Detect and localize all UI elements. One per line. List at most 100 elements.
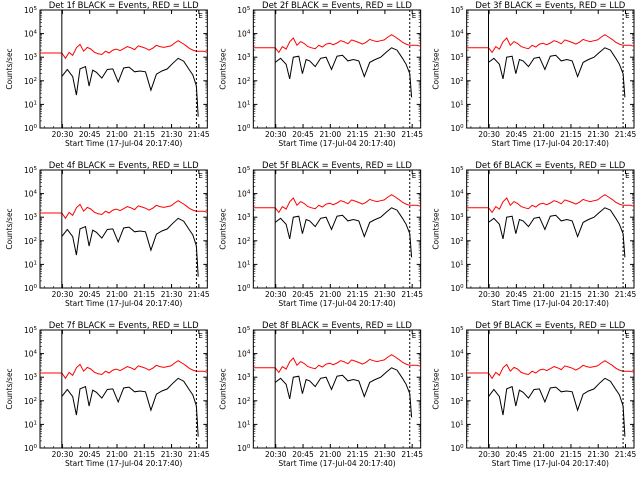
y-tick-label: 103 xyxy=(24,213,38,222)
lld-series-line xyxy=(253,354,421,374)
y-tick-label: 102 xyxy=(24,237,37,246)
panel-4: Det 4f BLACK = Events, RED = LLD 100 101 10… xyxy=(5,161,210,308)
panel-2: Det 2f BLACK = Events, RED = LLD 100 101 10… xyxy=(218,1,423,148)
chart-title: Det 8f BLACK = Events, RED = LLD xyxy=(262,321,412,331)
x-axis-label: Start Time (17-Jul-04 20:17:40) xyxy=(492,459,609,468)
x-tick-label: 21:15 xyxy=(347,130,369,139)
x-tick-label: 21:30 xyxy=(161,450,183,459)
time-marker-label: E xyxy=(625,12,629,20)
x-tick-label: 21:15 xyxy=(133,450,155,459)
x-tick-label: 21:30 xyxy=(587,130,609,139)
time-marker-label: E xyxy=(625,172,629,180)
y-tick-label: 103 xyxy=(24,373,38,382)
x-tick-label: 20:30 xyxy=(478,130,500,139)
x-axis-label: Start Time (17-Jul-04 20:17:40) xyxy=(65,459,182,468)
y-tick-label: 100 xyxy=(24,284,38,293)
chart-title: Det 5f BLACK = Events, RED = LLD xyxy=(262,161,412,171)
y-tick-label: 100 xyxy=(237,444,251,453)
x-tick-label: 21:00 xyxy=(320,290,342,299)
y-tick-label: 103 xyxy=(24,53,38,62)
x-tick-label: 21:45 xyxy=(401,290,423,299)
x-tick-label: 20:45 xyxy=(506,450,528,459)
x-tick-label: 20:30 xyxy=(52,130,74,139)
y-axis-label: Counts/sec xyxy=(218,208,227,249)
y-tick-label: 103 xyxy=(451,373,465,382)
x-tick-label: 21:30 xyxy=(161,130,183,139)
time-marker-label: E xyxy=(198,332,202,340)
x-axis-label: Start Time (17-Jul-04 20:17:40) xyxy=(278,299,395,308)
y-tick-label: 103 xyxy=(451,53,465,62)
y-tick-label: 105 xyxy=(237,6,251,15)
x-tick-label: 21:00 xyxy=(533,130,555,139)
panel-8: Det 8f BLACK = Events, RED = LLD 100 101 10… xyxy=(218,321,423,468)
y-tick-label: 105 xyxy=(451,326,465,335)
lld-series-line xyxy=(40,40,208,60)
x-tick-label: 21:45 xyxy=(401,450,423,459)
x-tick-label: 21:45 xyxy=(615,130,637,139)
time-marker-label: E xyxy=(198,12,202,20)
x-tick-label: 20:45 xyxy=(79,450,101,459)
x-tick-label: 21:45 xyxy=(615,450,637,459)
y-tick-label: 105 xyxy=(451,6,465,15)
events-series-line xyxy=(488,377,626,437)
y-tick-label: 105 xyxy=(451,166,465,175)
y-tick-label: 100 xyxy=(451,124,465,133)
time-marker-label: E xyxy=(412,172,416,180)
time-marker-label: E xyxy=(412,12,416,20)
y-tick-label: 105 xyxy=(24,326,38,335)
x-tick-label: 20:30 xyxy=(52,290,74,299)
plot-frame xyxy=(466,9,635,129)
x-tick-label: 21:00 xyxy=(106,130,128,139)
y-tick-label: 102 xyxy=(451,77,464,86)
x-tick-label: 20:45 xyxy=(79,130,101,139)
chart-title: Det 7f BLACK = Events, RED = LLD xyxy=(49,321,199,331)
y-tick-label: 101 xyxy=(237,260,250,269)
y-tick-label: 102 xyxy=(451,397,464,406)
events-series-line xyxy=(488,207,626,258)
x-tick-label: 21:00 xyxy=(320,450,342,459)
y-axis-label: Counts/sec xyxy=(432,368,441,409)
events-series-line xyxy=(61,57,199,117)
y-tick-label: 100 xyxy=(451,284,465,293)
x-tick-label: 21:15 xyxy=(560,130,582,139)
plot-frame xyxy=(39,169,208,289)
panel-7: Det 7f BLACK = Events, RED = LLD 100 101 10… xyxy=(5,321,210,468)
panel-6: Det 6f BLACK = Events, RED = LLD 100 101 10… xyxy=(432,161,637,308)
x-tick-label: 20:30 xyxy=(478,290,500,299)
y-tick-label: 100 xyxy=(24,444,38,453)
y-tick-label: 105 xyxy=(24,6,38,15)
y-axis-label: Counts/sec xyxy=(432,48,441,89)
y-axis-label: Counts/sec xyxy=(5,48,14,89)
x-axis-label: Start Time (17-Jul-04 20:17:40) xyxy=(278,459,395,468)
x-tick-label: 20:45 xyxy=(292,130,314,139)
x-tick-label: 21:00 xyxy=(106,450,128,459)
plot-frame xyxy=(252,329,422,449)
y-tick-label: 105 xyxy=(24,166,38,175)
y-tick-label: 101 xyxy=(237,420,250,429)
plot-frame xyxy=(252,169,422,289)
chart-title: Det 1f BLACK = Events, RED = LLD xyxy=(49,1,199,11)
x-tick-label: 21:30 xyxy=(587,290,609,299)
y-tick-label: 104 xyxy=(451,190,465,199)
y-axis-label: Counts/sec xyxy=(218,368,227,409)
chart-title: Det 6f BLACK = Events, RED = LLD xyxy=(475,161,625,171)
x-tick-label: 21:00 xyxy=(533,290,555,299)
y-tick-label: 104 xyxy=(451,350,465,359)
x-tick-label: 20:45 xyxy=(292,450,314,459)
events-series-line xyxy=(61,377,199,437)
panel-1: Det 1f BLACK = Events, RED = LLD 100 101 10… xyxy=(5,1,210,148)
x-tick-label: 20:30 xyxy=(478,450,500,459)
y-tick-label: 101 xyxy=(237,100,250,109)
events-series-line xyxy=(488,47,626,98)
plot-frame xyxy=(39,329,208,449)
x-axis-label: Start Time (17-Jul-04 20:17:40) xyxy=(278,139,395,148)
y-tick-label: 102 xyxy=(451,237,464,246)
y-tick-label: 104 xyxy=(237,30,251,39)
x-tick-label: 21:30 xyxy=(374,450,396,459)
events-series-line xyxy=(274,207,413,258)
panel-3: Det 3f BLACK = Events, RED = LLD 100 101 10… xyxy=(432,1,637,148)
lld-series-line xyxy=(253,34,421,54)
x-axis-label: Start Time (17-Jul-04 20:17:40) xyxy=(65,299,182,308)
chart-title: Det 2f BLACK = Events, RED = LLD xyxy=(262,1,412,11)
